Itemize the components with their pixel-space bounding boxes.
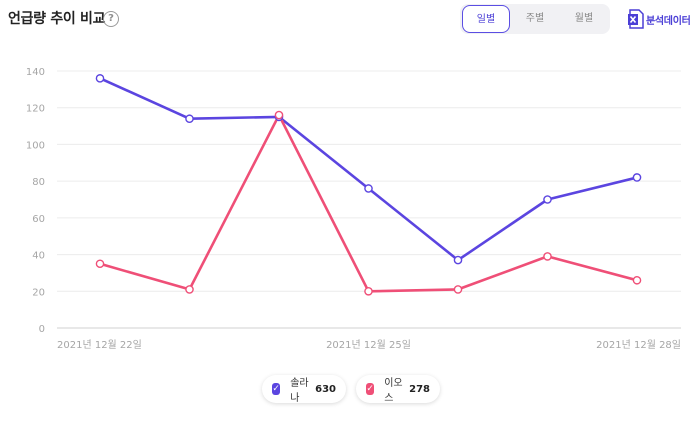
data-point	[632, 173, 642, 182]
excel-icon	[628, 9, 644, 29]
tab-weekly[interactable]: 주별	[525, 13, 545, 24]
legend-item-eos[interactable]: ✓ 이오스 278	[356, 375, 440, 404]
data-point	[95, 259, 105, 269]
data-point	[364, 286, 373, 296]
x-tick-label: 2021년 12월 28일	[596, 339, 681, 351]
export-data-button[interactable]: 분석데이터	[628, 9, 691, 29]
checkbox-checked-icon: ✓	[366, 383, 375, 395]
period-toggle: 일별 주별 월별	[460, 4, 610, 34]
data-point	[185, 285, 194, 294]
legend-item-solana[interactable]: ✓ 솔라나 630	[262, 375, 346, 404]
y-tick-label: 100	[26, 140, 45, 151]
chart-title: 언급량 추이 비교	[8, 11, 106, 27]
x-tick-label: 2021년 12월 22일	[57, 339, 142, 351]
legend-series-name: 솔라나	[290, 378, 309, 404]
tab-daily[interactable]: 일별	[462, 5, 510, 33]
x-tick-label: 2021년 12월 25일	[326, 339, 411, 351]
series-line-1	[99, 113, 638, 293]
legend-series-count: 630	[315, 383, 336, 395]
data-point	[274, 110, 284, 120]
y-tick-label: 40	[32, 251, 45, 262]
data-point	[185, 114, 194, 124]
data-point	[632, 275, 642, 285]
data-point	[453, 285, 463, 294]
y-tick-label: 120	[26, 104, 45, 115]
data-point	[95, 74, 105, 83]
data-point	[543, 252, 552, 261]
data-point	[543, 195, 552, 204]
y-tick-label: 60	[32, 214, 45, 225]
series-line-0	[99, 77, 638, 262]
data-point	[364, 184, 373, 193]
legend-series-name: 이오스	[384, 378, 403, 404]
tab-monthly[interactable]: 월별	[574, 13, 594, 24]
y-tick-label: 0	[39, 324, 45, 335]
y-tick-label: 20	[32, 287, 45, 298]
export-data-label: 분석데이터	[646, 15, 691, 27]
checkbox-checked-icon: ✓	[272, 383, 281, 395]
y-tick-label: 140	[26, 67, 45, 78]
legend-series-count: 278	[409, 383, 430, 395]
help-icon[interactable]: ?	[103, 11, 119, 27]
y-tick-label: 80	[32, 177, 45, 188]
data-point	[453, 255, 463, 265]
